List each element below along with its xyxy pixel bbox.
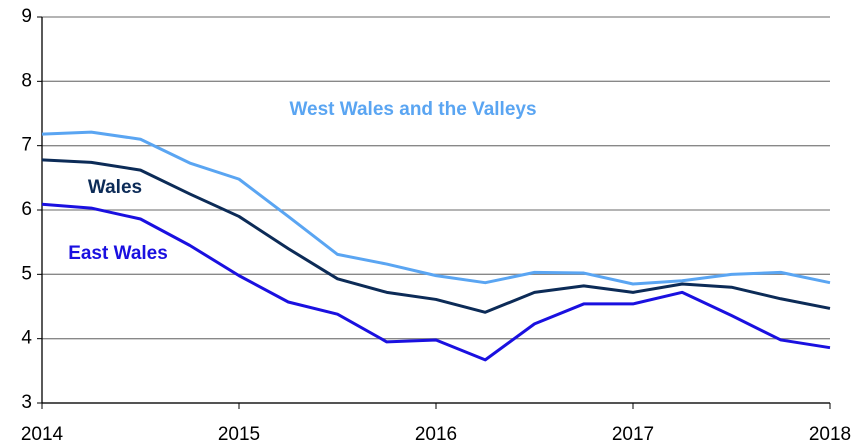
x-tick-label: 2014 (21, 424, 64, 445)
series-line (41, 202, 831, 362)
y-tick-label: 4 (21, 328, 32, 349)
y-tick-label: 8 (21, 70, 32, 91)
y-tick-label: 7 (21, 135, 32, 156)
x-tick-label: 2018 (809, 424, 851, 445)
series-label: West Wales and the Valleys (289, 99, 536, 120)
x-tick-label: 2016 (415, 424, 457, 445)
series-label: East Wales (68, 243, 168, 264)
x-tick-label: 2015 (218, 424, 260, 445)
y-tick-label: 6 (21, 199, 32, 220)
x-tick-label: 2017 (612, 424, 654, 445)
y-tick-label: 9 (21, 6, 32, 27)
series-line (41, 158, 831, 314)
series-line (41, 130, 831, 286)
y-tick-label: 3 (21, 392, 32, 413)
y-tick-label: 5 (21, 263, 32, 284)
series-label: Wales (88, 177, 142, 198)
